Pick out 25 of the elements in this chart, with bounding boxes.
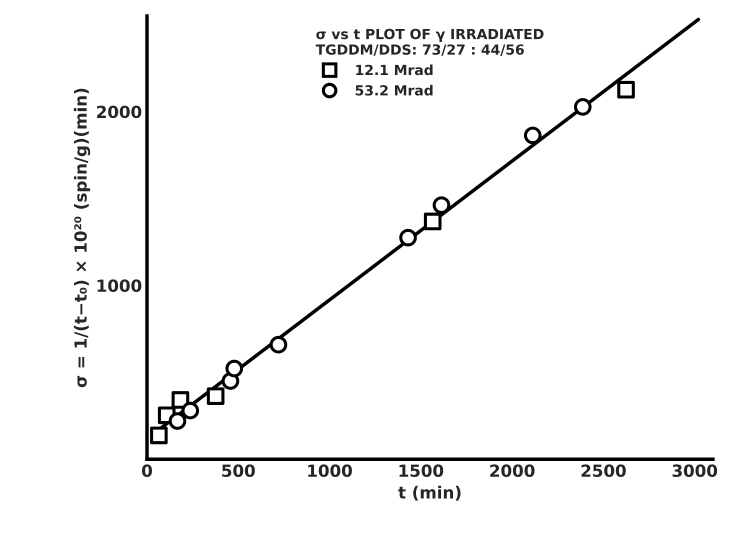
point — [181, 402, 200, 420]
legend-label: 53.2 Mrad — [356, 84, 433, 96]
y-axis-title: σ = 1/(t−t₀) × 10²⁰ (spin/g)(min) — [74, 88, 90, 388]
point — [172, 391, 190, 409]
legend-label: 12.1 Mrad — [356, 64, 433, 76]
x-tick-label: 2500 — [582, 464, 626, 477]
x-tick-label: 1000 — [308, 464, 352, 477]
legend-title: σ vs t PLOT OF γ IRRADIATED TGDDM/DDS: 73/27 : 44/56 — [316, 28, 544, 56]
point — [206, 387, 224, 405]
point — [574, 98, 592, 116]
x-axis-title: t (min) — [398, 486, 461, 501]
point — [424, 212, 442, 230]
point — [399, 228, 417, 246]
point — [168, 412, 186, 430]
point — [617, 80, 635, 99]
x-tick-label: 1500 — [400, 464, 444, 477]
x-tick-label: 0 — [142, 464, 152, 477]
point — [225, 360, 244, 378]
x-tick-label: 2000 — [490, 464, 535, 477]
point — [432, 196, 450, 214]
point — [150, 426, 168, 444]
point — [524, 126, 542, 144]
x-tick-label: 500 — [222, 464, 255, 477]
x-tick-label: 3000 — [672, 464, 718, 477]
point — [270, 336, 288, 354]
